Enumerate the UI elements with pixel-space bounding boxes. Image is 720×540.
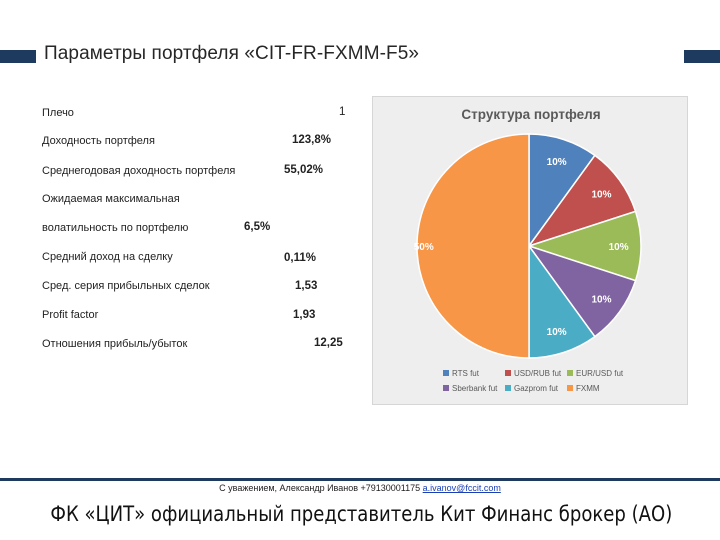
param-label-profit-factor: Profit factor xyxy=(42,309,99,321)
pie-chart: Структура портфеля 10% 10% 10% 10% 10% 50% RT… xyxy=(414,107,642,393)
legend-swatch xyxy=(505,385,511,391)
legend-swatch xyxy=(567,370,573,376)
param-label-max-volatility-line1: Ожидаемая максимальная xyxy=(42,193,180,205)
page-title: Параметры портфеля «CIT-FR-FXMM-F5» xyxy=(44,43,420,64)
pie-chart-panel: Структура портфеля 10% 10% 10% 10% 10% 50% RT… xyxy=(372,96,688,405)
param-value-profit-factor: 1,93 xyxy=(293,309,316,321)
pie-slice-fxmm xyxy=(416,133,530,359)
legend-entry: USD/RUB fut xyxy=(514,369,562,378)
pie-data-label: 10% xyxy=(547,327,567,338)
param-label-avg-trade: Средний доход на сделку xyxy=(42,251,173,263)
title-accent-left xyxy=(0,50,36,63)
legend-swatch xyxy=(567,385,573,391)
footer-email-link[interactable]: a.ivanov@fccit.com xyxy=(422,483,501,493)
param-label-annual-return: Среднегодовая доходность портфеля xyxy=(42,165,236,177)
param-label-leverage: Плечо xyxy=(42,107,74,119)
legend-entry: Gazprom fut xyxy=(514,384,559,393)
footer-divider xyxy=(0,478,720,481)
param-value-win-streak: 1,53 xyxy=(295,280,318,292)
param-value-leverage: 1 xyxy=(339,106,346,118)
legend-entry: RTS fut xyxy=(452,369,480,378)
param-value-max-volatility: 6,5% xyxy=(244,221,271,233)
legend-entry: Sberbank fut xyxy=(452,384,498,393)
legend-swatch xyxy=(443,385,449,391)
pie-data-label: 10% xyxy=(609,242,629,253)
title-accent-right xyxy=(684,50,720,63)
footer-contact: С уважением, Александр Иванов +791300011… xyxy=(0,483,720,493)
legend-swatch xyxy=(443,370,449,376)
param-value-annual-return: 55,02% xyxy=(284,164,324,176)
legend-entry: EUR/USD fut xyxy=(576,369,624,378)
param-value-avg-trade: 0,11% xyxy=(284,252,316,264)
legend-entry: FXMM xyxy=(576,384,600,393)
param-label-profit-loss-ratio: Отношения прибыль/убыток xyxy=(42,338,188,350)
pie-data-label: 10% xyxy=(547,157,567,168)
footer-contact-text: С уважением, Александр Иванов +791300011… xyxy=(219,483,423,493)
pie-data-label: 10% xyxy=(591,189,611,200)
pie-data-label: 50% xyxy=(414,242,434,253)
param-label-max-volatility-line2: волатильность по портфелю xyxy=(42,222,189,234)
chart-title: Структура портфеля xyxy=(461,107,600,122)
param-label-win-streak: Сред. серия прибыльных сделок xyxy=(42,280,210,292)
footer-slogan: ФК «ЦИТ» официальный представитель Кит Ф… xyxy=(50,502,673,526)
pie-data-label: 10% xyxy=(591,295,611,306)
param-value-return: 123,8% xyxy=(292,134,332,146)
param-label-return: Доходность портфеля xyxy=(42,135,155,147)
legend-swatch xyxy=(505,370,511,376)
param-value-profit-loss-ratio: 12,25 xyxy=(314,337,343,349)
